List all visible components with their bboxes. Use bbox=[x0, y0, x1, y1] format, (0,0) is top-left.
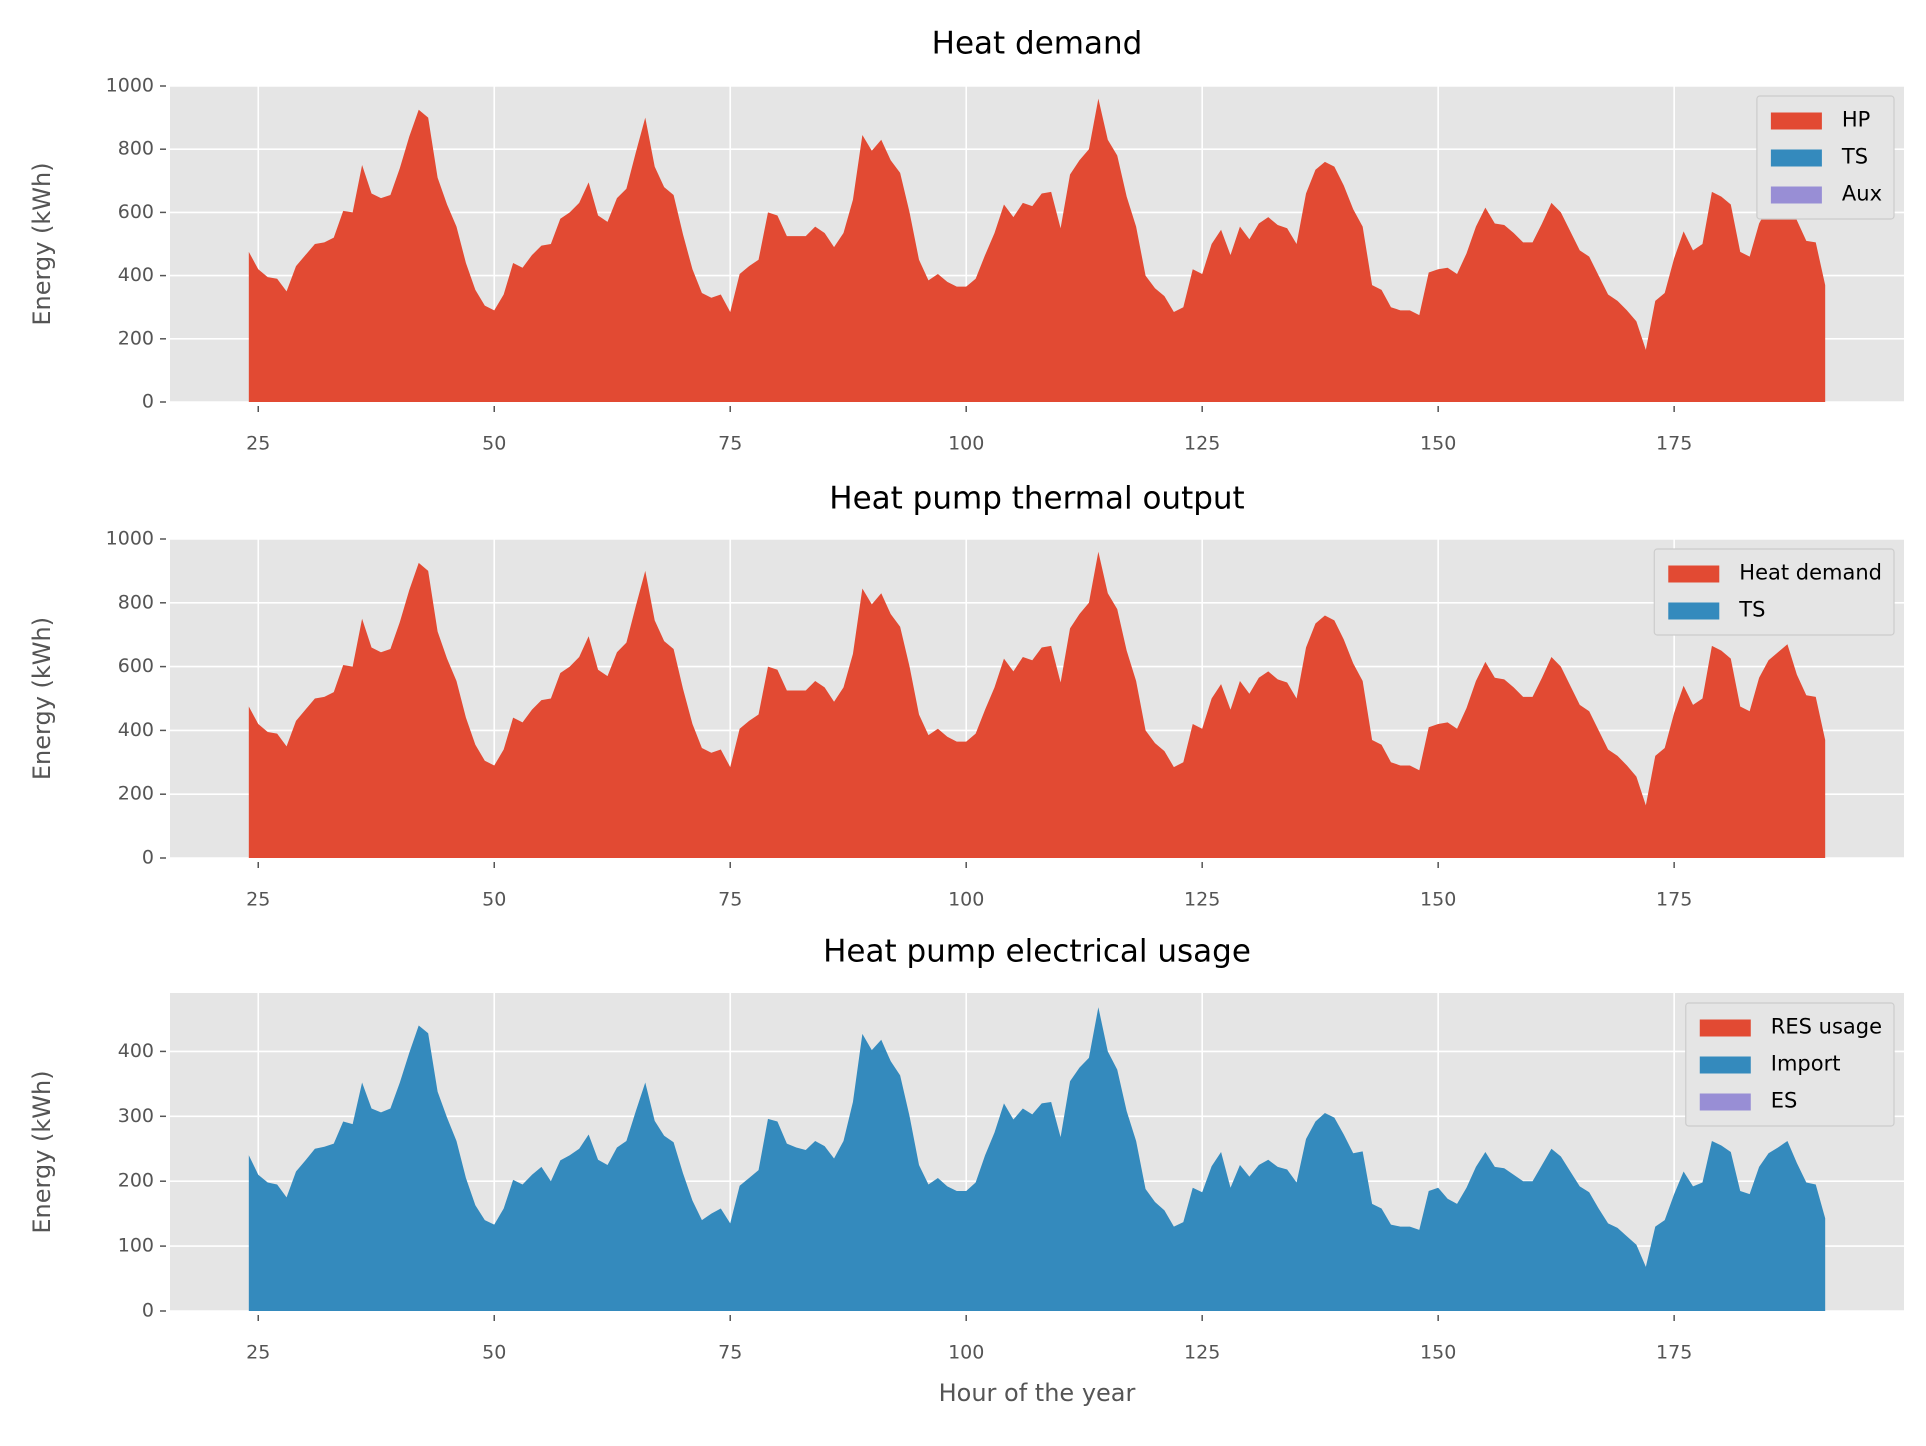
x-tick-label: 175 bbox=[1656, 433, 1692, 455]
legend-label: Aux bbox=[1842, 182, 1882, 206]
x-tick-label: 50 bbox=[482, 433, 506, 455]
x-tick-label: 25 bbox=[246, 889, 270, 911]
legend: HP TS Aux bbox=[1756, 95, 1895, 220]
legend: RES usage Import ES bbox=[1685, 1002, 1895, 1127]
y-axis-label: Energy (kWh) bbox=[28, 162, 56, 325]
y-tick-label: 1000 bbox=[106, 528, 154, 550]
y-tick-label: 400 bbox=[118, 264, 154, 286]
x-tick-label: 50 bbox=[482, 889, 506, 911]
x-tick-label: 125 bbox=[1184, 433, 1220, 455]
x-tick-label: 125 bbox=[1184, 889, 1220, 911]
legend-swatch bbox=[1699, 1093, 1751, 1111]
x-tick-label: 150 bbox=[1420, 433, 1456, 455]
y-tick-label: 200 bbox=[118, 783, 154, 805]
x-tick-label: 25 bbox=[246, 433, 270, 455]
x-tick-label: 75 bbox=[718, 433, 742, 455]
legend-swatch bbox=[1699, 1019, 1751, 1037]
y-axis-label: Energy (kWh) bbox=[28, 617, 56, 780]
x-tick-label: 100 bbox=[948, 1342, 984, 1364]
y-tick-label: 0 bbox=[142, 847, 154, 869]
y-tick-label: 400 bbox=[118, 719, 154, 741]
y-tick-label: 0 bbox=[142, 1300, 154, 1322]
legend-label: RES usage bbox=[1771, 1015, 1882, 1039]
y-tick-label: 800 bbox=[118, 138, 154, 160]
y-tick-label: 200 bbox=[118, 1170, 154, 1192]
x-tick-label: 175 bbox=[1656, 889, 1692, 911]
y-tick-label: 100 bbox=[118, 1235, 154, 1257]
y-axis-label: Energy (kWh) bbox=[28, 1070, 56, 1233]
legend-label: TS bbox=[1841, 145, 1868, 169]
legend: Heat demand TS bbox=[1653, 548, 1895, 636]
legend-label: HP bbox=[1842, 108, 1870, 132]
legend-swatch bbox=[1770, 186, 1822, 204]
legend-label: Import bbox=[1771, 1052, 1841, 1076]
legend-swatch bbox=[1770, 112, 1822, 130]
legend-swatch bbox=[1770, 149, 1822, 167]
legend-swatch bbox=[1699, 1056, 1751, 1074]
y-tick-label: 200 bbox=[118, 327, 154, 349]
y-tick-label: 800 bbox=[118, 591, 154, 613]
y-tick-label: 400 bbox=[118, 1040, 154, 1062]
x-tick-label: 25 bbox=[246, 1342, 270, 1364]
chart-title: Heat pump electrical usage bbox=[823, 934, 1251, 970]
area bbox=[248, 1007, 1826, 1311]
x-tick-label: 75 bbox=[718, 1342, 742, 1364]
y-tick-label: 0 bbox=[142, 391, 154, 413]
legend-label: ES bbox=[1771, 1089, 1798, 1113]
x-tick-label: 100 bbox=[948, 889, 984, 911]
legend-swatch bbox=[1668, 565, 1720, 583]
x-axis-label: Hour of the year bbox=[939, 1379, 1136, 1407]
x-tick-label: 50 bbox=[482, 1342, 506, 1364]
area bbox=[248, 551, 1826, 858]
chart-title: Heat demand bbox=[932, 26, 1143, 62]
y-tick-label: 600 bbox=[118, 201, 154, 223]
legend-swatch bbox=[1668, 602, 1720, 620]
x-tick-label: 125 bbox=[1184, 1342, 1220, 1364]
legend-label: Heat demand bbox=[1739, 561, 1882, 585]
y-tick-label: 300 bbox=[118, 1105, 154, 1127]
x-tick-label: 150 bbox=[1420, 889, 1456, 911]
area bbox=[248, 98, 1826, 402]
x-tick-label: 100 bbox=[948, 433, 984, 455]
x-tick-label: 175 bbox=[1656, 1342, 1692, 1364]
y-tick-label: 1000 bbox=[106, 75, 154, 97]
y-tick-label: 600 bbox=[118, 655, 154, 677]
x-tick-label: 75 bbox=[718, 889, 742, 911]
legend-label: TS bbox=[1738, 598, 1765, 622]
x-tick-label: 150 bbox=[1420, 1342, 1456, 1364]
chart-title: Heat pump thermal output bbox=[829, 481, 1244, 517]
